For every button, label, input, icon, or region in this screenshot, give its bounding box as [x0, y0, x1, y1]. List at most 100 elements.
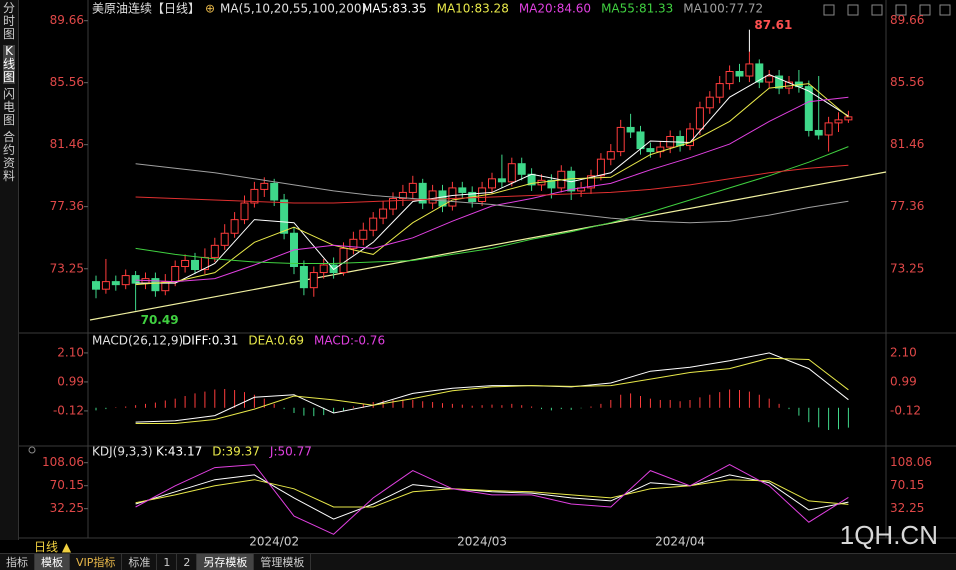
indicator-line	[135, 73, 849, 284]
candle-body	[379, 208, 388, 219]
candle-body	[260, 182, 269, 190]
legend-entry: D:39.37	[212, 445, 260, 459]
y-tick-label: 77.36	[50, 199, 84, 213]
candle-body	[280, 199, 289, 234]
candle-body	[428, 190, 437, 204]
trend-line	[89, 171, 887, 321]
candle-body	[715, 83, 724, 98]
candle-body	[725, 70, 734, 85]
y-tick-label: 70.15	[50, 478, 84, 492]
toolbar: 指标 模板 VIP指标 标准 1 2 另存模板 管理模板	[0, 553, 956, 570]
candle-body	[101, 281, 110, 290]
candle-body	[616, 126, 625, 153]
candle-body	[359, 229, 368, 240]
candle-body	[507, 163, 516, 183]
candle-body	[369, 217, 378, 231]
candle-body	[309, 272, 318, 289]
legend-entry: MA5:83.35	[362, 2, 427, 16]
y-tick-label: 85.56	[890, 75, 924, 89]
x-tick-label: 2024/03	[457, 535, 507, 549]
icon[interactable]	[823, 4, 835, 16]
candle-body	[171, 266, 180, 283]
candle-body	[705, 96, 714, 109]
candle-body	[775, 75, 784, 89]
legend-entry: K:43.17	[156, 445, 202, 459]
icon[interactable]	[895, 4, 907, 16]
panel-title: KDJ(9,3,3)	[92, 445, 153, 459]
panel-subtitle: MA(5,10,20,55,100,200)	[220, 2, 366, 16]
icon[interactable]	[847, 4, 859, 16]
y-tick-label: -0.12	[890, 403, 921, 417]
candle-body	[745, 63, 754, 77]
y-tick-label: 89.66	[890, 13, 924, 27]
candle-body	[191, 259, 199, 271]
candle-body	[389, 197, 397, 210]
toolbar-tab[interactable]: 标准	[122, 554, 158, 570]
y-tick-label: 81.46	[890, 137, 924, 151]
toolbar-tab[interactable]: VIP指标	[70, 554, 123, 570]
y-tick-label: -0.12	[53, 403, 84, 417]
y-tick-label: 77.36	[890, 199, 924, 213]
toolbar-tab[interactable]: 2	[177, 554, 198, 570]
legend-entry: MA55:81.33	[601, 2, 673, 16]
candle-body	[735, 70, 744, 77]
candle-body	[92, 281, 100, 290]
y-tick-label: 2.10	[890, 345, 917, 359]
indicator-line	[135, 83, 849, 286]
indicator-line	[135, 96, 849, 283]
x-tick-label: 2024/04	[655, 535, 705, 549]
side-tab[interactable]: 合约资料	[3, 130, 16, 183]
candle-body	[755, 63, 764, 83]
candle-body	[824, 122, 833, 136]
toolbar-tab[interactable]: 指标	[0, 554, 35, 570]
annotation-label: 87.61	[754, 18, 792, 32]
candle-body	[804, 86, 813, 131]
y-tick-label: 32.25	[50, 501, 84, 515]
y-tick-label: 89.66	[50, 13, 84, 27]
candle-body	[270, 182, 279, 201]
candle-body	[131, 275, 140, 284]
legend-entry: J:50.77	[269, 445, 312, 459]
y-tick-label: 73.25	[50, 261, 84, 275]
candle-body	[636, 131, 645, 150]
candle-body	[765, 75, 774, 83]
icon[interactable]	[919, 4, 931, 16]
candle-body	[497, 178, 506, 183]
watermark: 1QH.CN	[839, 520, 938, 550]
side-tab[interactable]: K线图	[3, 44, 16, 84]
candle-body	[547, 179, 556, 189]
indicator-line	[135, 479, 849, 508]
candle-body	[686, 128, 694, 147]
candle-body	[834, 119, 843, 124]
candle-body	[646, 148, 655, 153]
toolbar-tab[interactable]: 另存模板	[197, 554, 255, 570]
period-label[interactable]: 日线 ▲	[34, 540, 72, 554]
side-tab[interactable]: 闪电图	[3, 87, 16, 127]
candle-body	[319, 264, 328, 274]
period: 日线	[34, 540, 59, 554]
legend-entry: MA20:84.60	[519, 2, 591, 16]
candle-body	[349, 238, 358, 249]
y-tick-label: 2.10	[57, 345, 84, 359]
side-tab[interactable]: 分时图	[3, 1, 16, 41]
y-tick-label: 32.25	[890, 501, 924, 515]
toolbar-tab[interactable]: 模板	[35, 554, 70, 570]
toolbar-tab[interactable]: 管理模板	[254, 554, 312, 570]
candle-body	[250, 188, 259, 204]
candle-body	[626, 126, 635, 133]
icon[interactable]	[939, 4, 951, 16]
y-tick-label: 81.46	[50, 137, 84, 151]
panel-title: MACD(26,12,9)	[92, 334, 183, 348]
toolbar-tab[interactable]: 1	[157, 554, 178, 570]
y-tick-label: 73.25	[890, 261, 924, 275]
candle-body	[488, 178, 496, 189]
annotation-label: 70.49	[141, 313, 179, 327]
candle-body	[220, 232, 229, 246]
window-icons	[823, 4, 951, 16]
legend-entry: DEA:0.69	[248, 334, 304, 348]
indicator-line	[135, 164, 849, 204]
icon[interactable]	[871, 4, 883, 16]
panel-title: 美原油连续【日线】	[92, 1, 200, 16]
y-tick-label: 0.99	[890, 374, 917, 388]
